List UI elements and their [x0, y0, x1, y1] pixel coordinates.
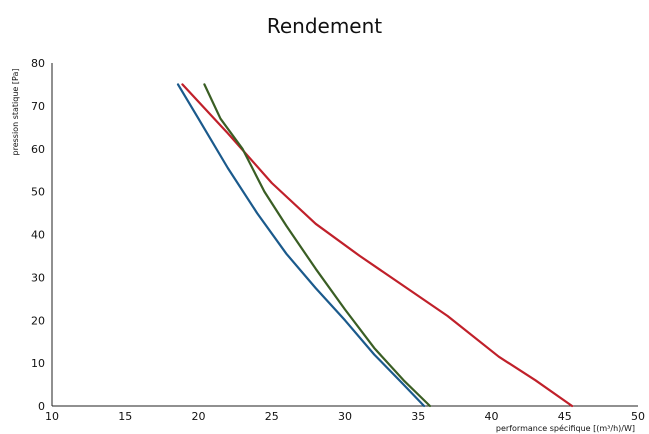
x-tick-label: 50: [631, 410, 645, 423]
x-tick-label: 15: [118, 410, 132, 423]
series-lines: [176, 83, 574, 408]
y-tick-label: 10: [31, 357, 45, 370]
y-tick-label: 40: [31, 229, 45, 242]
x-tick-label: 40: [485, 410, 499, 423]
x-tick-label: 30: [338, 410, 352, 423]
y-tick-label: 50: [31, 186, 45, 199]
y-tick-label: 70: [31, 100, 45, 113]
series-line-3: [203, 83, 432, 408]
y-tick-label: 20: [31, 314, 45, 327]
x-tick-label: 10: [45, 410, 59, 423]
y-tick-label: 30: [31, 271, 45, 284]
y-tick-label: 80: [31, 57, 45, 70]
y-axis-label: pression statique [Pa]: [11, 69, 20, 156]
x-tick-label: 25: [265, 410, 279, 423]
series-line-1: [181, 83, 574, 408]
series-line-2: [176, 83, 426, 408]
axes: [51, 63, 638, 407]
x-axis-label: performance spécifique [(m³/h)/W]: [496, 423, 635, 433]
y-tick-labels: 0 10 20 30 40 50 60 70 80: [31, 57, 45, 413]
x-tick-label: 45: [558, 410, 572, 423]
x-tick-labels: 10 15 20 25 30 35 40 45 50: [45, 410, 645, 423]
x-tick-label: 20: [192, 410, 206, 423]
x-tick-label: 35: [411, 410, 425, 423]
y-tick-label: 60: [31, 143, 45, 156]
chart-title: Rendement: [266, 14, 383, 38]
y-tick-label: 0: [38, 400, 45, 413]
